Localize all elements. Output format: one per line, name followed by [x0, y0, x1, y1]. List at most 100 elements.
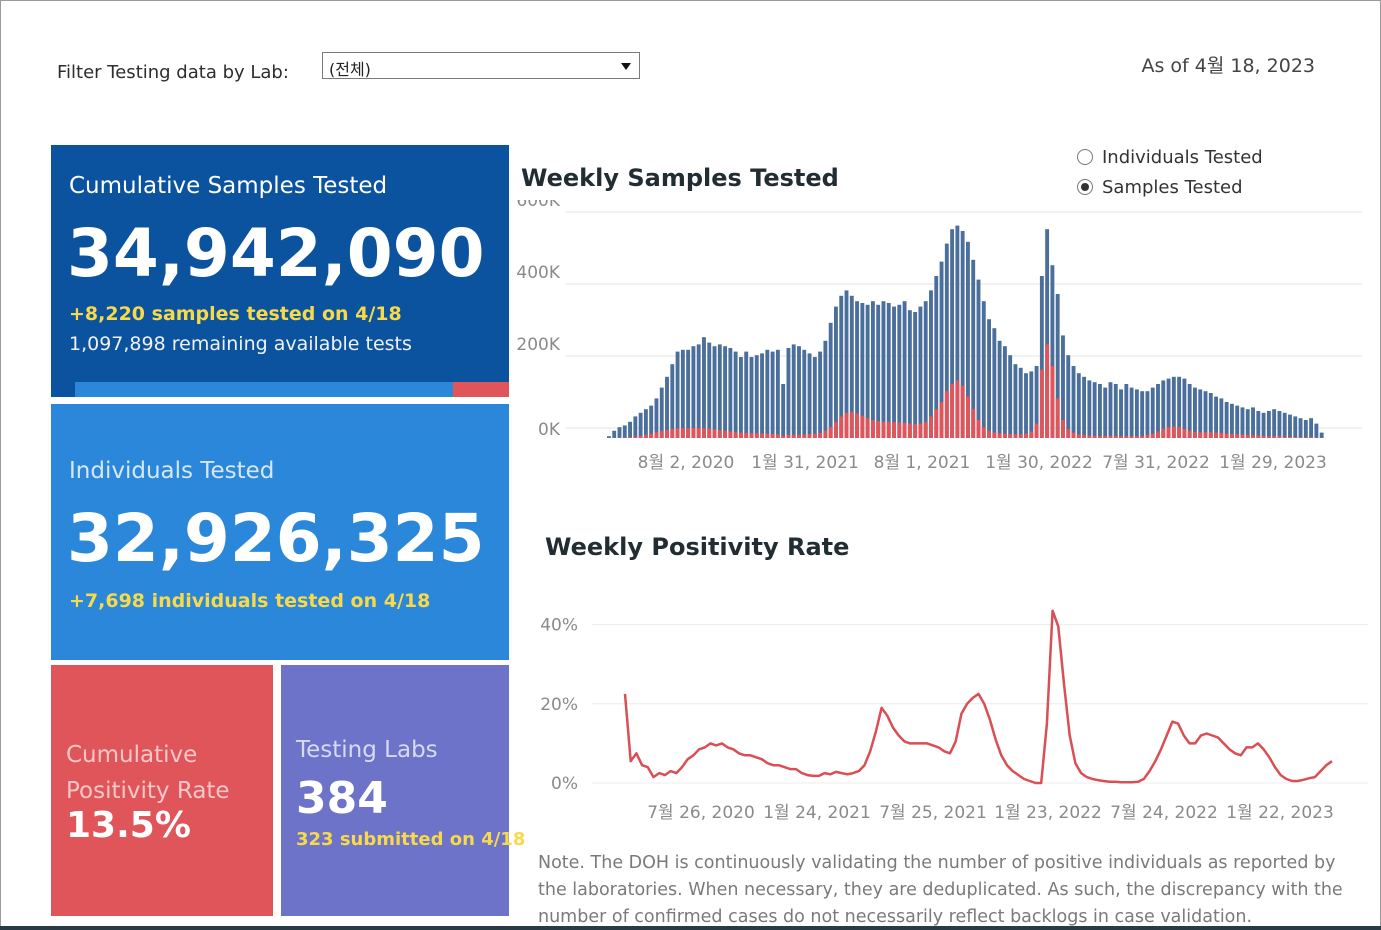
bar-samples: [1082, 376, 1087, 438]
bar-positive: [797, 434, 801, 438]
bar-samples: [786, 348, 791, 438]
bar-samples: [860, 303, 865, 438]
bar-positive: [1129, 436, 1134, 438]
x-tick-label: 1월 31, 2021: [751, 453, 859, 473]
y-tick-label: 0K: [538, 420, 561, 440]
bar-samples: [1039, 276, 1044, 438]
bar-positive: [765, 433, 770, 438]
bar-positive: [1235, 434, 1240, 438]
x-tick-label: 1월 22, 2023: [1226, 803, 1334, 823]
bar-positive: [1119, 436, 1123, 438]
lab-filter-dropdown[interactable]: (전체): [322, 52, 640, 79]
bar-samples: [855, 301, 860, 438]
bar-positive: [1219, 432, 1224, 438]
y-tick-label: 400K: [516, 263, 560, 283]
bar-samples: [643, 409, 648, 438]
bar-positive: [1224, 433, 1229, 438]
bar-positive: [981, 427, 986, 438]
bar-samples: [1193, 387, 1197, 438]
y-tick-label: 20%: [540, 695, 578, 715]
bar-positive: [1045, 344, 1050, 438]
bar-positive: [738, 432, 743, 438]
bar-positive: [659, 430, 664, 438]
lab-filter-value: (전체): [329, 60, 371, 79]
bar-positive: [1240, 434, 1245, 438]
bar-samples: [1272, 409, 1277, 438]
radio-circle-icon[interactable]: [1077, 149, 1093, 165]
bar-samples: [1087, 380, 1092, 438]
bar-positive: [913, 423, 918, 438]
bar-samples: [992, 328, 997, 438]
bar-positive: [649, 433, 654, 438]
bar-positive: [1198, 432, 1203, 438]
bar-samples: [675, 351, 680, 438]
bar-positive: [675, 428, 680, 438]
card-title: Cumulative Positivity Rate: [66, 742, 230, 804]
bar-samples: [844, 290, 849, 438]
bar-positive: [828, 427, 833, 438]
bar-positive: [950, 384, 955, 438]
bar-samples: [1029, 371, 1034, 438]
bar-samples: [1314, 423, 1319, 438]
x-tick-label: 1월 23, 2022: [994, 803, 1102, 823]
bar-positive: [1071, 432, 1076, 438]
footnote: Note. The DOH is continuously validating…: [538, 853, 1343, 926]
card-value: 34,942,090: [67, 215, 485, 292]
bar-positive: [1108, 435, 1113, 438]
bar-samples: [1034, 366, 1039, 438]
x-tick-label: 8월 2, 2020: [638, 453, 735, 473]
bar-samples: [680, 349, 685, 438]
card-value: 32,926,325: [67, 500, 485, 577]
bar-samples: [791, 344, 796, 438]
bar-positive: [834, 421, 838, 438]
card-delta: +7,698 individuals tested on 4/18: [69, 590, 431, 612]
bar-positive: [865, 418, 870, 438]
bar-positive: [1140, 435, 1145, 438]
bar-samples: [1245, 409, 1250, 438]
bar-samples: [1024, 373, 1028, 438]
bar-samples: [1240, 407, 1245, 438]
bar-positive: [1288, 436, 1292, 438]
individuals-tested-card: Individuals Tested 32,926,325 +7,698 ind…: [51, 404, 509, 660]
y-tick-label: 600K: [516, 200, 560, 211]
bar-samples: [781, 384, 786, 438]
bar-samples: [733, 351, 738, 438]
bar-samples: [1309, 418, 1314, 438]
bar-samples: [707, 342, 712, 438]
bar-positive: [944, 391, 949, 438]
bar-samples: [1145, 391, 1150, 438]
card-value: 13.5%: [66, 805, 191, 846]
bar-samples: [929, 290, 933, 438]
bar-positive: [1066, 429, 1071, 438]
bar-samples: [1298, 418, 1303, 438]
bar-positive: [665, 430, 669, 438]
bar-positive: [1166, 427, 1171, 438]
radio-selected-icon[interactable]: [1077, 179, 1093, 195]
bar-samples: [1002, 346, 1007, 438]
bar-positive: [680, 428, 685, 438]
bar-positive: [696, 427, 701, 438]
bar-positive: [1076, 434, 1081, 438]
bar-positive: [1008, 434, 1013, 438]
cumulative-samples-card: Cumulative Samples Tested 34,942,090 +8,…: [51, 145, 509, 397]
card-title: Cumulative Samples Tested: [69, 173, 388, 199]
x-tick-label: 7월 24, 2022: [1110, 803, 1218, 823]
card-title: Individuals Tested: [69, 458, 275, 484]
bar-positive: [918, 423, 923, 438]
bar-samples: [823, 340, 828, 438]
bar-samples: [712, 346, 717, 438]
bar-samples: [1277, 411, 1282, 438]
bar-positive: [702, 428, 706, 438]
bar-samples: [1266, 411, 1271, 438]
bar-samples: [966, 241, 970, 438]
bar-positive: [1182, 429, 1187, 438]
bar-positive: [1177, 427, 1182, 438]
chevron-down-icon[interactable]: [621, 63, 631, 70]
bar-samples: [1187, 384, 1192, 438]
bar-samples: [886, 303, 891, 438]
bar-samples: [1166, 378, 1171, 438]
bar-positive: [907, 423, 912, 438]
bar-positive: [786, 434, 791, 438]
x-tick-label: 7월 31, 2022: [1102, 453, 1210, 473]
bar-samples: [892, 306, 896, 438]
